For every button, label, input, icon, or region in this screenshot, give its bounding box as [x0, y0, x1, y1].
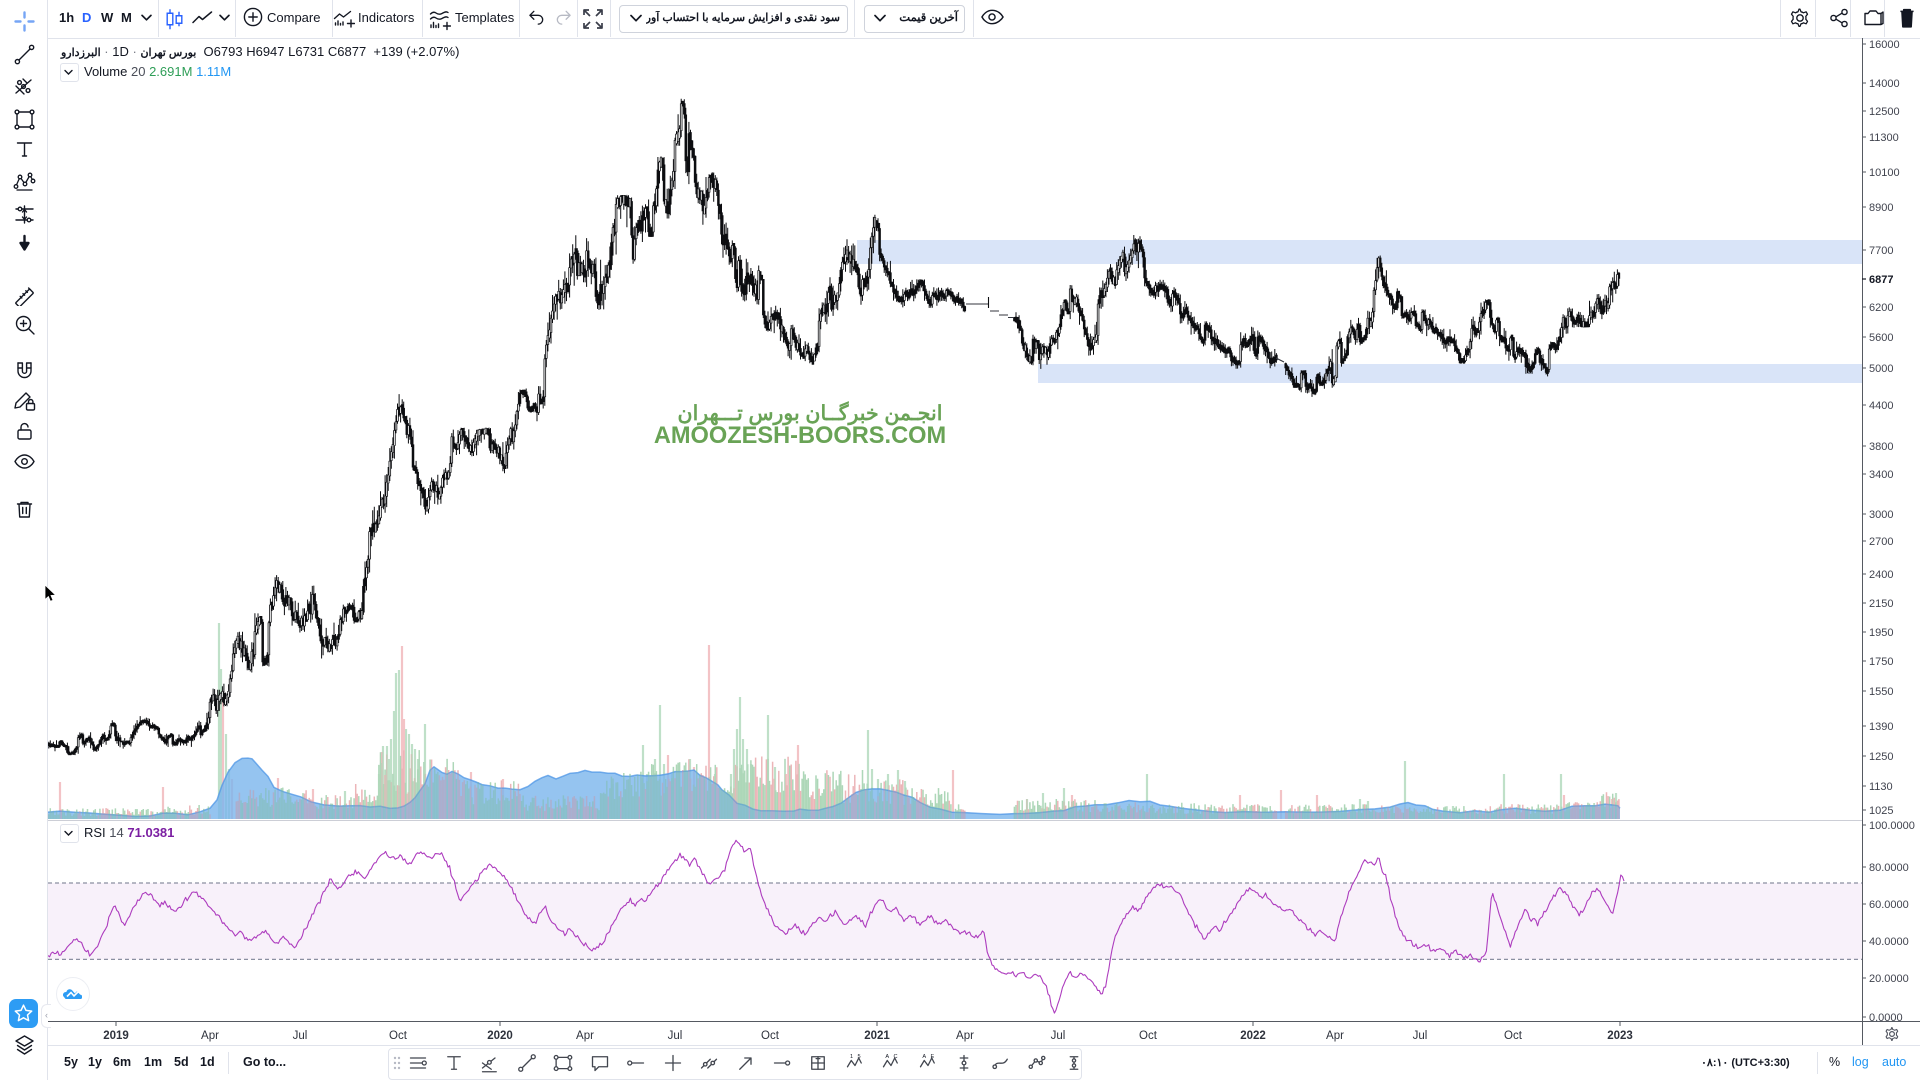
svg-text:Jul: Jul [1051, 1030, 1066, 1042]
svg-text:14000: 14000 [1869, 78, 1900, 90]
svg-text:8900: 8900 [1869, 202, 1893, 214]
svg-text:2021: 2021 [864, 1030, 890, 1042]
svg-text:2150: 2150 [1869, 598, 1893, 610]
svg-text:AMOOZESH-BOORS.COM: AMOOZESH-BOORS.COM [654, 423, 946, 449]
svg-text:5000: 5000 [1869, 363, 1893, 375]
svg-text:40.0000: 40.0000 [1869, 936, 1909, 948]
svg-text:60.0000: 60.0000 [1869, 899, 1909, 911]
svg-text:5: 5 [858, 1054, 861, 1060]
svg-text:6200: 6200 [1869, 302, 1893, 314]
svg-text:5600: 5600 [1869, 332, 1893, 344]
svg-text:Oct: Oct [761, 1030, 780, 1042]
svg-text:11300: 11300 [1869, 132, 1899, 144]
svg-text:1: 1 [850, 1054, 853, 1060]
svg-text:Apr: Apr [576, 1030, 594, 1042]
svg-text:0.0000: 0.0000 [1869, 1012, 1903, 1024]
svg-text:1250: 1250 [1869, 751, 1893, 763]
svg-text:Oct: Oct [389, 1030, 408, 1042]
svg-text:Jul: Jul [1413, 1030, 1428, 1042]
svg-text:100.0000: 100.0000 [1869, 820, 1915, 832]
svg-text:2022: 2022 [1240, 1030, 1266, 1042]
svg-text:1025: 1025 [1869, 805, 1893, 817]
svg-text:1550: 1550 [1869, 686, 1893, 698]
svg-text:1390: 1390 [1869, 721, 1893, 733]
svg-text:2019: 2019 [103, 1030, 129, 1042]
svg-text:10100: 10100 [1869, 167, 1900, 179]
svg-text:1950: 1950 [1869, 627, 1893, 639]
svg-text:Jul: Jul [293, 1030, 308, 1042]
svg-text:3000: 3000 [1869, 509, 1893, 521]
svg-text:3400: 3400 [1869, 469, 1893, 481]
svg-text:1750: 1750 [1869, 656, 1893, 668]
svg-text:Apr: Apr [956, 1030, 974, 1042]
svg-text:2700: 2700 [1869, 536, 1893, 548]
svg-text:12500: 12500 [1869, 106, 1900, 118]
svg-text:Oct: Oct [1139, 1030, 1158, 1042]
svg-text:80.0000: 80.0000 [1869, 862, 1909, 874]
svg-text:20.0000: 20.0000 [1869, 973, 1909, 985]
svg-text:2400: 2400 [1869, 569, 1893, 581]
svg-text:1130: 1130 [1869, 781, 1893, 793]
svg-text:A: A [885, 1054, 889, 1060]
svg-text:C: C [894, 1054, 898, 1060]
svg-text:انجـمن خبرگــان بورس تـــهران: انجـمن خبرگــان بورس تـــهران [678, 400, 943, 426]
svg-text:Oct: Oct [1504, 1030, 1523, 1042]
svg-text:16000: 16000 [1869, 39, 1900, 51]
svg-text:A: A [922, 1054, 926, 1060]
svg-text:7700: 7700 [1869, 245, 1893, 257]
svg-text:6877: 6877 [1869, 274, 1893, 286]
svg-text:2020: 2020 [487, 1030, 513, 1042]
svg-text:Apr: Apr [1326, 1030, 1344, 1042]
svg-text:E: E [931, 1054, 935, 1060]
svg-text:4400: 4400 [1869, 400, 1893, 412]
svg-text:3800: 3800 [1869, 441, 1893, 453]
svg-text:Jul: Jul [668, 1030, 683, 1042]
svg-text:Apr: Apr [201, 1030, 219, 1042]
svg-text:2023: 2023 [1607, 1030, 1633, 1042]
